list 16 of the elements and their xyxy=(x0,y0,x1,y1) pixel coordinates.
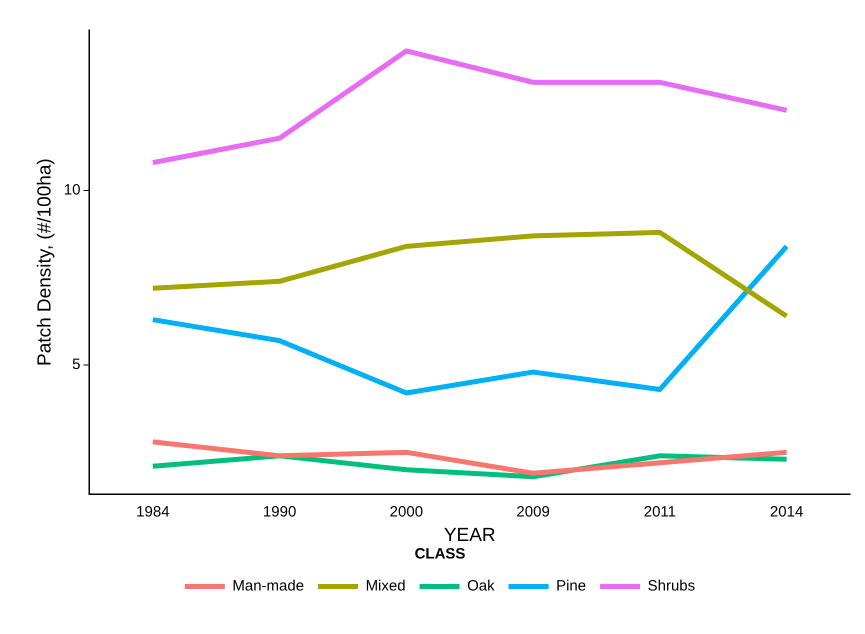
legend-label: Shrubs xyxy=(648,578,696,595)
y-tick-label: 10 xyxy=(64,182,80,199)
x-tick-label: 1990 xyxy=(262,503,296,520)
y-axis-title: Patch Density, (#/100ha) xyxy=(34,158,56,366)
legend-title: CLASS xyxy=(414,546,466,563)
x-tick-label: 2014 xyxy=(770,503,804,520)
x-axis-title: YEAR xyxy=(444,524,496,546)
legend-label: Man-made xyxy=(232,578,304,595)
y-tick-label: 5 xyxy=(72,356,80,374)
x-tick-label: 2009 xyxy=(516,503,550,520)
legend-label: Oak xyxy=(467,578,496,595)
x-tick-label: 2011 xyxy=(644,503,676,520)
legend-label: Mixed xyxy=(366,578,406,595)
x-tick-label: 1984 xyxy=(136,503,170,520)
legend-label: Pine xyxy=(556,578,586,595)
x-tick-label: 2000 xyxy=(390,503,424,520)
